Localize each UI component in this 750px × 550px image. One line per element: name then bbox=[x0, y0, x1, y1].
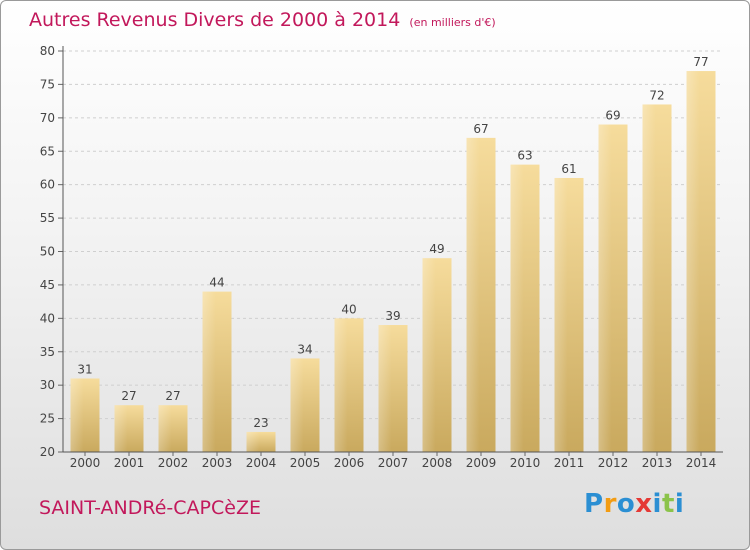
bar-value-label: 63 bbox=[517, 149, 532, 163]
x-tick-label: 2014 bbox=[686, 456, 717, 470]
y-tick-label: 80 bbox=[40, 44, 55, 58]
x-tick-label: 2012 bbox=[598, 456, 629, 470]
bar-value-label: 44 bbox=[209, 276, 224, 290]
bar-highlight bbox=[554, 177, 568, 452]
bar-value-label: 67 bbox=[473, 122, 488, 136]
bar-highlight bbox=[202, 291, 216, 452]
logo-letter: i bbox=[652, 489, 662, 519]
bar-highlight bbox=[334, 318, 348, 452]
x-tick-label: 2002 bbox=[158, 456, 189, 470]
logo-letter: i bbox=[674, 489, 685, 519]
x-tick-label: 2009 bbox=[466, 456, 497, 470]
bar-highlight bbox=[114, 405, 128, 452]
bar-highlight bbox=[510, 164, 524, 452]
y-tick-label: 75 bbox=[40, 77, 55, 91]
bar-highlight bbox=[290, 358, 304, 452]
bar-highlight bbox=[642, 104, 656, 452]
y-tick-label: 60 bbox=[40, 178, 55, 192]
x-tick-label: 2011 bbox=[554, 456, 585, 470]
logo-letter: o bbox=[616, 489, 636, 519]
bar-value-label: 61 bbox=[561, 162, 576, 176]
place-name: SAINT-ANDRé-CAPCèZE bbox=[39, 497, 261, 519]
logo-letter: r bbox=[603, 489, 617, 519]
y-tick-label: 65 bbox=[40, 144, 55, 158]
logo-letter: P bbox=[584, 489, 604, 519]
chart-title-unit: (en milliers d'€) bbox=[409, 16, 496, 29]
x-tick-label: 2004 bbox=[246, 456, 277, 470]
bar-value-label: 23 bbox=[253, 416, 268, 430]
bar-highlight bbox=[422, 258, 436, 452]
proxiti-logo[interactable]: Proxiti bbox=[584, 489, 684, 519]
bar-highlight bbox=[158, 405, 172, 452]
y-tick-label: 25 bbox=[40, 412, 55, 426]
bar-value-label: 34 bbox=[297, 342, 312, 356]
bar-highlight bbox=[70, 378, 84, 452]
bar-value-label: 27 bbox=[121, 389, 136, 403]
y-tick-label: 20 bbox=[40, 445, 55, 459]
bar-value-label: 40 bbox=[341, 302, 356, 316]
bar-highlight bbox=[378, 325, 392, 452]
y-tick-label: 40 bbox=[40, 311, 55, 325]
x-tick-label: 2007 bbox=[378, 456, 409, 470]
axis-layer: 20 25 30 35 40 45 50 55 60 65 70 75 80 2000 2001 2002 20… bbox=[40, 44, 723, 470]
y-tick-label: 50 bbox=[40, 245, 55, 259]
bar-highlight bbox=[246, 431, 260, 452]
bar-value-label: 77 bbox=[693, 55, 708, 69]
y-tick-label: 45 bbox=[40, 278, 55, 292]
bar-highlight bbox=[466, 137, 480, 452]
bar-value-label: 49 bbox=[429, 242, 444, 256]
y-tick-label: 30 bbox=[40, 378, 55, 392]
x-tick-label: 2006 bbox=[334, 456, 365, 470]
x-tick-label: 2010 bbox=[510, 456, 541, 470]
bar-value-label: 72 bbox=[649, 88, 664, 102]
y-tick-label: 70 bbox=[40, 111, 55, 125]
logo-letter: x bbox=[635, 489, 653, 519]
y-tick-label: 55 bbox=[40, 211, 55, 225]
x-tick-label: 2013 bbox=[642, 456, 673, 470]
bar-value-label: 69 bbox=[605, 109, 620, 123]
x-tick-label: 2000 bbox=[70, 456, 101, 470]
bar-value-label: 27 bbox=[165, 389, 180, 403]
bar-highlight bbox=[686, 71, 700, 453]
x-tick-label: 2005 bbox=[290, 456, 321, 470]
x-tick-label: 2008 bbox=[422, 456, 453, 470]
x-tick-label: 2003 bbox=[202, 456, 233, 470]
bar-value-label: 39 bbox=[385, 309, 400, 323]
logo-letter: t bbox=[661, 489, 675, 519]
bar-highlight bbox=[598, 124, 612, 453]
chart-title-main: Autres Revenus Divers de 2000 à 2014 bbox=[29, 9, 401, 31]
y-tick-label: 35 bbox=[40, 345, 55, 359]
chart-title: Autres Revenus Divers de 2000 à 2014 (en… bbox=[29, 9, 496, 31]
bar-value-label: 31 bbox=[77, 362, 92, 376]
x-tick-label: 2001 bbox=[114, 456, 145, 470]
bar-layer: 31 27 27 44 23 34 40 39 49 67 63 61 69 72 77 bbox=[70, 55, 716, 453]
